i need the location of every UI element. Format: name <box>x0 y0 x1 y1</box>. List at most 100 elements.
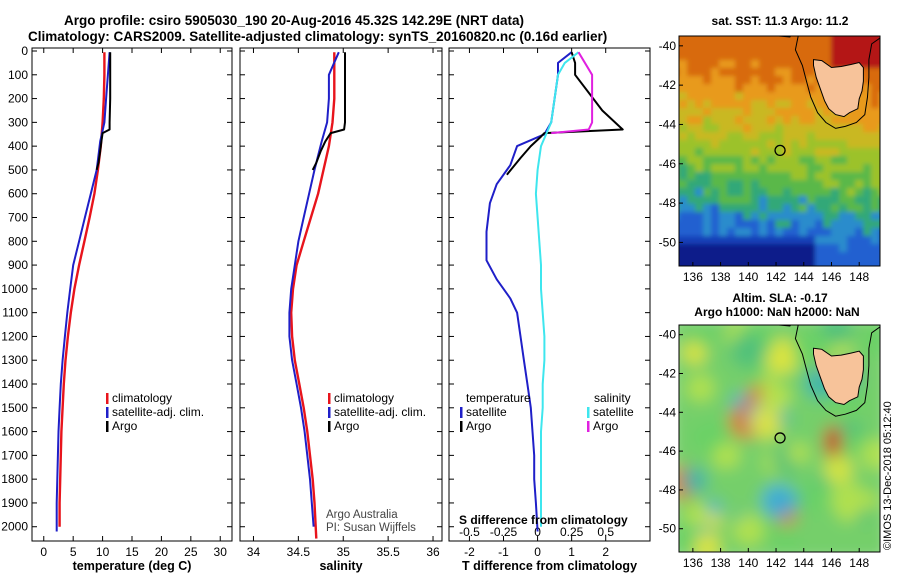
sst-cell <box>775 76 784 85</box>
sst-cell <box>687 60 696 69</box>
sst-cell <box>775 212 784 221</box>
sst-cell <box>791 100 800 109</box>
y-tick-label: 500 <box>8 163 28 177</box>
sst-cell <box>759 36 768 45</box>
sst-cell <box>767 204 776 213</box>
sla-blob <box>706 500 722 516</box>
sst-cell <box>687 228 696 237</box>
sst-cell <box>807 76 816 85</box>
sst-cell <box>847 220 856 229</box>
sla-blob <box>797 480 831 514</box>
sst-cell <box>863 36 872 45</box>
sst-cell <box>711 92 720 101</box>
y-tick-label: 900 <box>8 258 28 272</box>
sla-blob <box>688 425 709 446</box>
sst-cell <box>831 244 840 253</box>
sst-cell <box>743 124 752 133</box>
sst-cell <box>839 244 848 253</box>
sst-cell <box>735 172 744 181</box>
sst-cell <box>775 124 784 133</box>
sst-cell <box>775 52 784 61</box>
sst-cell <box>863 196 872 205</box>
sst-cell <box>751 204 760 213</box>
legend-swatch <box>106 407 109 418</box>
sst-cell <box>687 68 696 77</box>
sst-cell <box>887 188 896 197</box>
sst-cell <box>871 132 880 141</box>
sst-cell <box>839 132 848 141</box>
map-x-tick-label: 146 <box>821 556 841 570</box>
sst-cell <box>783 44 792 53</box>
tasmania-land <box>813 59 864 118</box>
sst-cell <box>807 204 816 213</box>
sst-cell <box>783 252 792 261</box>
sst-cell <box>871 140 880 149</box>
sst-cell <box>767 124 776 133</box>
sst-cell <box>831 156 840 165</box>
sst-cell <box>823 228 832 237</box>
sst-cell <box>727 260 736 266</box>
sst-cell <box>879 268 888 277</box>
sst-cell <box>711 36 720 45</box>
x-tick-label: 0 <box>534 545 541 559</box>
sst-cell <box>871 204 880 213</box>
sst-cell <box>679 108 688 117</box>
sst-cell <box>863 140 872 149</box>
sst-cell <box>759 204 768 213</box>
sst-cell <box>679 140 688 149</box>
legend-swatch <box>106 393 109 404</box>
sst-cell <box>695 220 704 229</box>
map-y-tick-label: -40 <box>659 328 677 342</box>
sst-cell <box>775 260 784 266</box>
sst-cell <box>767 260 776 266</box>
sst-cell <box>815 228 824 237</box>
sst-cell <box>839 188 848 197</box>
sst-cell <box>791 60 800 69</box>
sst-cell <box>767 164 776 173</box>
sst-cell <box>791 236 800 245</box>
map-x-tick-label: 136 <box>683 270 703 284</box>
sst-cell <box>735 252 744 261</box>
difference-panel: -2 -1 0 1 2 -0.5 -0.25 0 0.25 0.5 T difference fro… <box>448 47 651 573</box>
sst-cell <box>807 52 816 61</box>
sst-cell <box>839 116 848 125</box>
sst-cell <box>759 60 768 69</box>
x-tick-label: 20 <box>155 545 169 559</box>
sst-cell <box>703 228 712 237</box>
sla-blob <box>732 513 765 546</box>
sst-cell <box>839 52 848 61</box>
sst-cell <box>767 244 776 253</box>
y-tick-label: 1600 <box>1 425 28 439</box>
argo-position-marker <box>774 432 786 444</box>
sst-cell <box>863 228 872 237</box>
sst-cell <box>687 180 696 189</box>
sst-cell <box>815 84 824 93</box>
legend-label: Argo <box>112 419 138 433</box>
sst-cell <box>815 140 824 149</box>
sst-cell <box>767 44 776 53</box>
sst-cell <box>831 220 840 229</box>
sst-cell <box>719 156 728 165</box>
sst-cell <box>719 108 728 117</box>
sst-cell <box>783 124 792 133</box>
sst-cell <box>679 132 688 141</box>
sst-cell <box>751 260 760 266</box>
sst-cell <box>727 76 736 85</box>
sst-cell <box>711 260 720 266</box>
sst-cell <box>847 244 856 253</box>
sst-cell <box>743 228 752 237</box>
sla-map-panel: 136 138 140 142 144 146 148 -40 -42 -44 -46 -48 -50 A… <box>659 291 881 570</box>
sst-cell <box>887 60 896 69</box>
sst-cell <box>767 220 776 229</box>
sst-cell <box>703 84 712 93</box>
map-frame <box>678 35 881 267</box>
sst-cell <box>735 108 744 117</box>
sst-cell <box>855 220 864 229</box>
sst-cell <box>695 92 704 101</box>
sst-cell <box>847 44 856 53</box>
sla-map-subtitle: Argo h1000: NaN h2000: NaN <box>694 305 859 319</box>
sst-cell <box>735 100 744 109</box>
sst-cell <box>711 116 720 125</box>
sst-cell <box>783 212 792 221</box>
sst-cell <box>719 68 728 77</box>
